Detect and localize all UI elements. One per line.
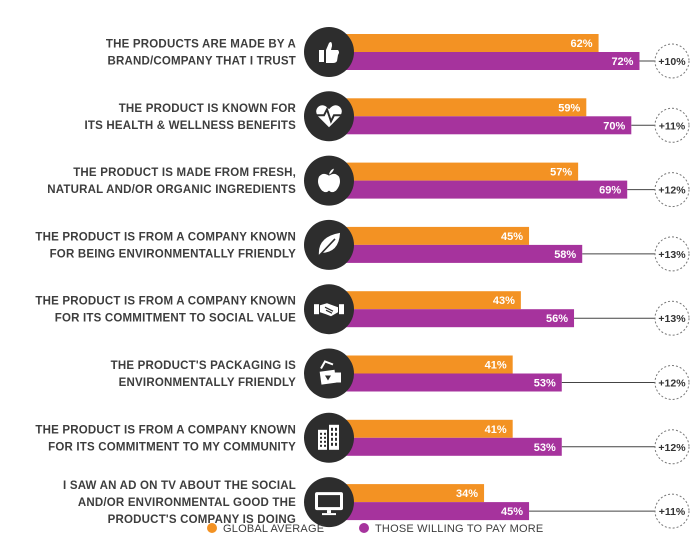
- value-label-pay-more: 53%: [534, 442, 556, 454]
- leaf-icon: [304, 219, 354, 270]
- value-label-pay-more: 69%: [599, 185, 621, 197]
- category-label: I SAW AN AD ON TV ABOUT THE SOCIAL AND/OR…: [63, 480, 296, 526]
- bar-global-average: [345, 98, 587, 117]
- difference-label: +10%: [658, 56, 686, 68]
- category-label: THE PRODUCT IS KNOWN FOR ITS HEALTH & WEL…: [84, 103, 296, 132]
- bar-willing-to-pay-more: [345, 437, 562, 456]
- chart-row: THE PRODUCT IS KNOWN FOR ITS HEALTH & WEL…: [84, 91, 690, 143]
- value-label-pay-more: 72%: [611, 56, 633, 68]
- difference-label: +12%: [658, 442, 686, 454]
- category-label: THE PRODUCT IS FROM A COMPANY KNOWN FOR I…: [35, 296, 296, 325]
- difference-badge: +13%: [654, 300, 690, 336]
- handshake-icon: [304, 284, 354, 335]
- difference-badge: +12%: [654, 172, 690, 208]
- heart-pulse-icon: [304, 91, 354, 142]
- bar-willing-to-pay-more: [345, 244, 583, 263]
- value-label-pay-more: 70%: [603, 120, 625, 132]
- value-label-pay-more: 53%: [534, 378, 556, 390]
- difference-badge: +12%: [654, 429, 690, 465]
- chart-row: THE PRODUCT IS FROM A COMPANY KNOWN FOR I…: [35, 412, 690, 465]
- buildings-icon: [304, 412, 354, 463]
- thumbs-up-icon: [304, 27, 354, 77]
- difference-label: +11%: [659, 506, 686, 518]
- bar-willing-to-pay-more: [345, 309, 575, 328]
- recycle-packaging-icon: [304, 348, 354, 399]
- chart-row: THE PRODUCT IS FROM A COMPANY KNOWN FOR B…: [35, 219, 690, 272]
- category-label: THE PRODUCT IS FROM A COMPANY KNOWN FOR B…: [35, 231, 296, 260]
- value-label-global: 43%: [493, 295, 515, 307]
- legend-swatch: [359, 523, 369, 533]
- legend-swatch: [207, 523, 217, 533]
- category-label: THE PRODUCT IS FROM A COMPANY KNOWN FOR I…: [35, 424, 296, 453]
- difference-badge: +13%: [654, 236, 690, 272]
- legend-item-global-average: GLOBAL AVERAGE: [207, 523, 324, 535]
- difference-label: +12%: [658, 378, 686, 390]
- difference-badge: +11%: [654, 493, 690, 529]
- legend-label: GLOBAL AVERAGE: [223, 523, 324, 535]
- value-label-global: 41%: [485, 424, 507, 436]
- value-label-global: 41%: [485, 360, 507, 372]
- difference-badge: +10%: [654, 43, 690, 79]
- bar-willing-to-pay-more: [345, 52, 640, 70]
- bar-willing-to-pay-more: [345, 502, 530, 521]
- legend-item-willing-to-pay-more: THOSE WILLING TO PAY MORE: [359, 523, 543, 535]
- difference-label: +11%: [659, 120, 686, 132]
- difference-badge: +11%: [654, 107, 690, 143]
- bar-global-average: [345, 291, 521, 310]
- chart-row: THE PRODUCT IS FROM A COMPANY KNOWN FOR I…: [35, 284, 690, 336]
- tv-icon: [304, 477, 354, 528]
- difference-label: +13%: [658, 249, 686, 261]
- bar-willing-to-pay-more: [345, 373, 562, 392]
- legend: GLOBAL AVERAGE THOSE WILLING TO PAY MORE: [207, 523, 543, 535]
- difference-badge: +12%: [654, 365, 690, 400]
- bar-global-average: [345, 484, 485, 503]
- value-label-global: 45%: [501, 231, 523, 243]
- value-label-global: 59%: [558, 102, 580, 114]
- value-label-global: 62%: [571, 38, 593, 50]
- bar-willing-to-pay-more: [345, 180, 628, 199]
- category-label: THE PRODUCT'S PACKAGING IS ENVIRONMENTALL…: [111, 360, 296, 389]
- difference-label: +12%: [658, 185, 686, 197]
- bar-global-average: [345, 355, 513, 374]
- chart-row: THE PRODUCTS ARE MADE BY A BRAND/COMPANY …: [106, 27, 690, 79]
- value-label-pay-more: 58%: [554, 249, 576, 261]
- category-label: THE PRODUCT IS MADE FROM FRESH, NATURAL A…: [47, 167, 296, 196]
- value-label-pay-more: 56%: [546, 313, 568, 325]
- category-label: THE PRODUCTS ARE MADE BY A BRAND/COMPANY …: [106, 39, 296, 68]
- difference-label: +13%: [658, 313, 686, 325]
- bar-global-average: [345, 226, 530, 245]
- bar-global-average: [345, 34, 599, 52]
- value-label-global: 57%: [550, 167, 572, 179]
- bar-global-average: [345, 162, 579, 181]
- chart-row: THE PRODUCT IS MADE FROM FRESH, NATURAL A…: [47, 155, 690, 208]
- value-label-pay-more: 45%: [501, 506, 523, 518]
- legend-label: THOSE WILLING TO PAY MORE: [375, 523, 543, 535]
- chart-row: THE PRODUCT'S PACKAGING IS ENVIRONMENTALL…: [111, 348, 690, 400]
- value-label-global: 34%: [456, 488, 478, 500]
- chart-row: I SAW AN AD ON TV ABOUT THE SOCIAL AND/OR…: [63, 477, 690, 529]
- bar-willing-to-pay-more: [345, 116, 632, 135]
- apple-icon: [304, 155, 354, 206]
- bar-global-average: [345, 419, 513, 438]
